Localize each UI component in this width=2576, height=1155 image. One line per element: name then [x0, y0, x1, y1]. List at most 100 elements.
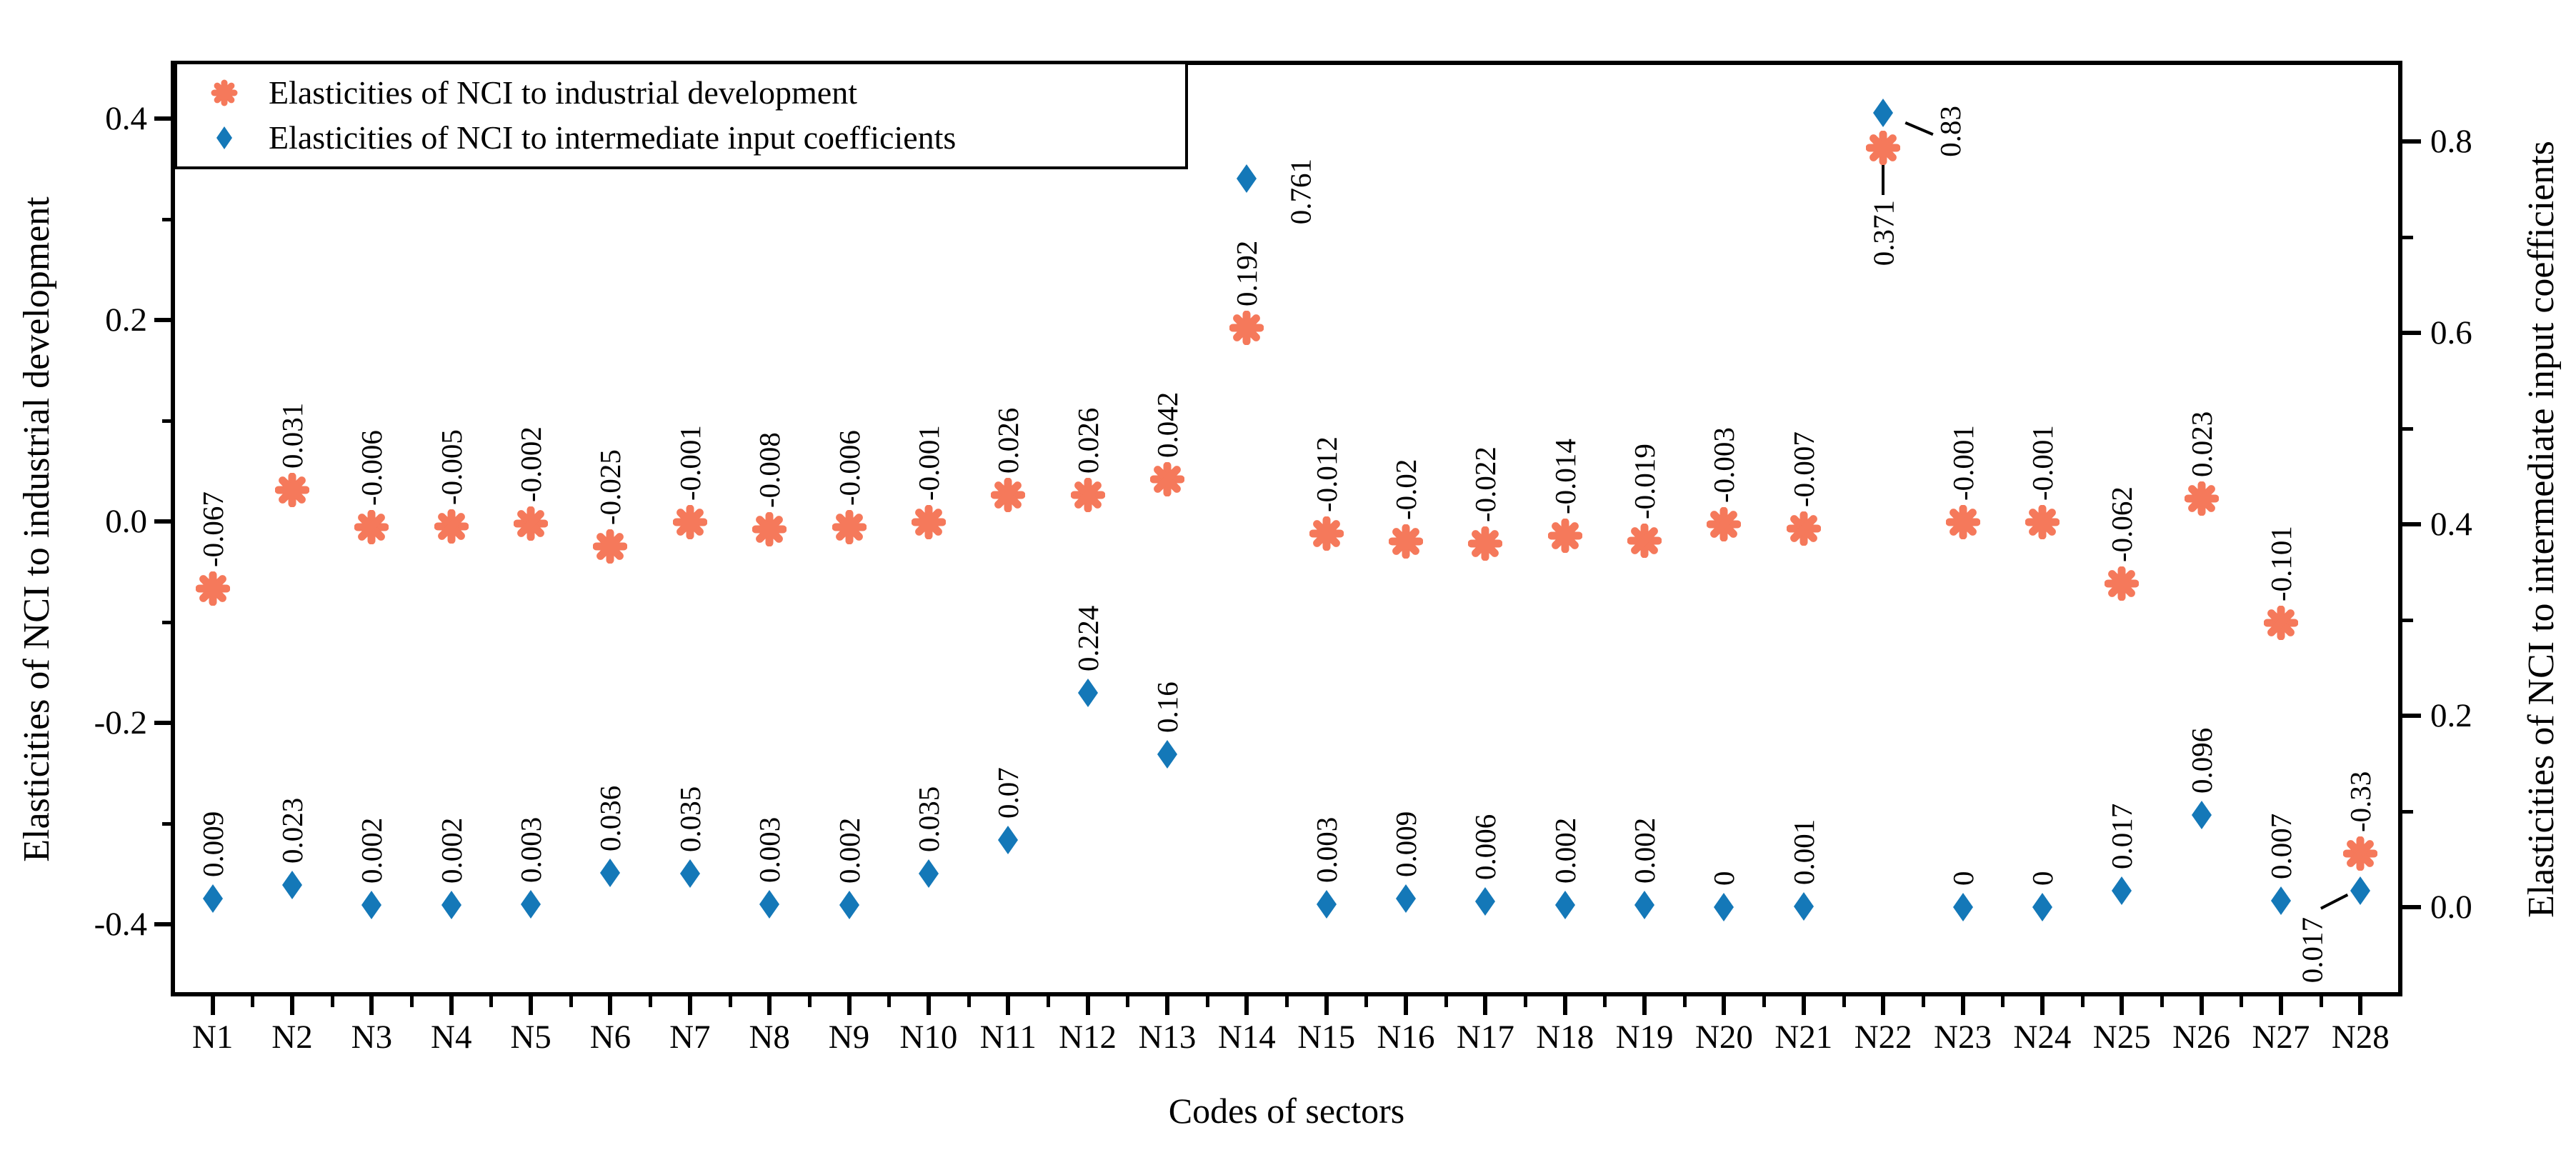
left-axis-minor-tick: [162, 621, 173, 624]
value-label-N14: 0.192: [1230, 241, 1264, 307]
value-label-N2: 0.031: [276, 403, 309, 469]
marker-star-N5: [513, 506, 549, 541]
marker-diamond-N20: [1707, 890, 1741, 924]
marker-diamond-N23: [1946, 890, 1980, 924]
x-tick-label-N12: N12: [1059, 1019, 1117, 1056]
value-label-N12: 0.224: [1071, 605, 1104, 671]
value-label-N19: 0.002: [1628, 818, 1662, 884]
value-label-N15: -0.012: [1309, 436, 1343, 512]
x-tick-label-N9: N9: [828, 1019, 870, 1056]
marker-diamond-N2: [275, 868, 309, 902]
x-axis-major-tick: [608, 996, 613, 1015]
value-label-N11: 0.026: [992, 408, 1025, 474]
value-label-N25: -0.062: [2105, 486, 2139, 563]
marker-star-N20: [1706, 506, 1742, 542]
x-axis-major-tick: [2358, 996, 2363, 1015]
x-tick-label-N8: N8: [749, 1019, 790, 1056]
value-label-N7: 0.035: [673, 786, 707, 853]
x-axis-minor-tick: [1603, 996, 1607, 1007]
x-axis-major-tick: [1085, 996, 1090, 1015]
marker-diamond-N14: [1229, 161, 1264, 196]
left-axis-tick-label: 0.2: [105, 301, 147, 339]
x-axis-minor-tick: [728, 996, 732, 1007]
x-axis-minor-tick: [1842, 996, 1846, 1007]
x-tick-label-N14: N14: [1217, 1019, 1276, 1056]
x-axis-major-tick: [2278, 996, 2283, 1015]
marker-star-N26: [2184, 481, 2220, 516]
x-tick-label-N13: N13: [1138, 1019, 1197, 1056]
x-axis-major-tick: [1960, 996, 1965, 1015]
right-axis-major-tick: [2402, 714, 2421, 718]
value-label-N17: 0.006: [1469, 814, 1502, 880]
value-label-N1: -0.067: [196, 491, 229, 568]
value-label-N3: 0.002: [355, 818, 389, 884]
marker-diamond-N27: [2264, 884, 2298, 918]
value-label-N16: -0.02: [1389, 459, 1423, 521]
left-axis-minor-tick: [162, 419, 173, 423]
right-axis-tick-label: 0.2: [2430, 697, 2472, 734]
marker-star-N22: [1865, 130, 1901, 166]
x-axis-major-tick: [1006, 996, 1011, 1015]
marker-star-N13: [1149, 461, 1185, 497]
x-axis-major-tick: [926, 996, 931, 1015]
x-axis-minor-tick: [1444, 996, 1448, 1007]
value-label-N12: 0.026: [1071, 408, 1104, 474]
right-axis-major-tick: [2402, 522, 2421, 526]
x-tick-label-N5: N5: [510, 1019, 551, 1056]
x-axis-major-tick: [1404, 996, 1409, 1015]
x-axis-minor-tick: [1524, 996, 1528, 1007]
diamond-icon: [204, 121, 244, 155]
marker-star-N19: [1627, 523, 1662, 559]
x-tick-label-N20: N20: [1694, 1019, 1753, 1056]
value-label-N23: 0: [1946, 871, 1980, 886]
value-label-N6: -0.025: [594, 449, 627, 526]
value-label-N8: -0.008: [753, 432, 787, 509]
x-axis-major-tick: [2120, 996, 2125, 1015]
marker-star-N8: [752, 511, 787, 547]
value-label-N24: 0: [2025, 871, 2059, 886]
marker-diamond-N15: [1309, 887, 1344, 921]
x-axis-major-tick: [2199, 996, 2204, 1015]
x-tick-label-N3: N3: [351, 1019, 393, 1056]
legend: Elasticities of NCI to industrial develo…: [174, 61, 1188, 169]
marker-diamond-N7: [673, 856, 707, 891]
value-label-N8: 0.003: [753, 816, 787, 883]
x-tick-label-N18: N18: [1536, 1019, 1594, 1056]
right-axis-tick-label: 0.4: [2430, 506, 2472, 543]
right-axis-minor-tick: [2402, 619, 2413, 622]
legend-item-industrial: Elasticities of NCI to industrial develo…: [204, 71, 857, 114]
x-axis-minor-tick: [2160, 996, 2164, 1007]
value-label-N25: 0.017: [2105, 803, 2139, 870]
marker-diamond-N25: [2105, 874, 2139, 908]
marker-star-N10: [911, 504, 947, 540]
x-axis-minor-tick: [2240, 996, 2244, 1007]
left-axis-minor-tick: [162, 822, 173, 826]
value-label-N27: 0.007: [2264, 813, 2297, 879]
marker-star-N3: [354, 509, 389, 545]
value-label-N28: -0.33: [2344, 771, 2377, 833]
value-label-N11: 0.07: [992, 767, 1025, 819]
x-axis-minor-tick: [2080, 996, 2085, 1007]
value-label-N9: -0.006: [832, 430, 866, 506]
x-axis-minor-tick: [330, 996, 334, 1007]
x-tick-label-N27: N27: [2252, 1019, 2310, 1056]
x-tick-label-N17: N17: [1456, 1019, 1514, 1056]
x-axis-minor-tick: [251, 996, 255, 1007]
x-axis-major-tick: [1881, 996, 1886, 1015]
value-label-N1: 0.009: [196, 811, 229, 877]
x-axis-minor-tick: [1126, 996, 1130, 1007]
x-axis-minor-tick: [1921, 996, 1925, 1007]
right-axis-major-tick: [2402, 905, 2421, 909]
value-label-N17: -0.022: [1469, 446, 1502, 523]
value-label-N26: 0.023: [2185, 411, 2218, 477]
marker-star-N24: [2025, 504, 2060, 540]
marker-diamond-N17: [1468, 884, 1502, 919]
right-axis-title: Elasticities of NCI to intermediate inpu…: [2521, 141, 2562, 918]
marker-diamond-N12: [1071, 676, 1105, 710]
right-axis-major-tick: [2402, 331, 2421, 335]
x-axis-major-tick: [1164, 996, 1169, 1015]
right-axis-minor-tick: [2402, 427, 2413, 431]
marker-diamond-N13: [1150, 737, 1184, 771]
x-tick-label-N24: N24: [2013, 1019, 2072, 1056]
x-axis-minor-tick: [1762, 996, 1767, 1007]
